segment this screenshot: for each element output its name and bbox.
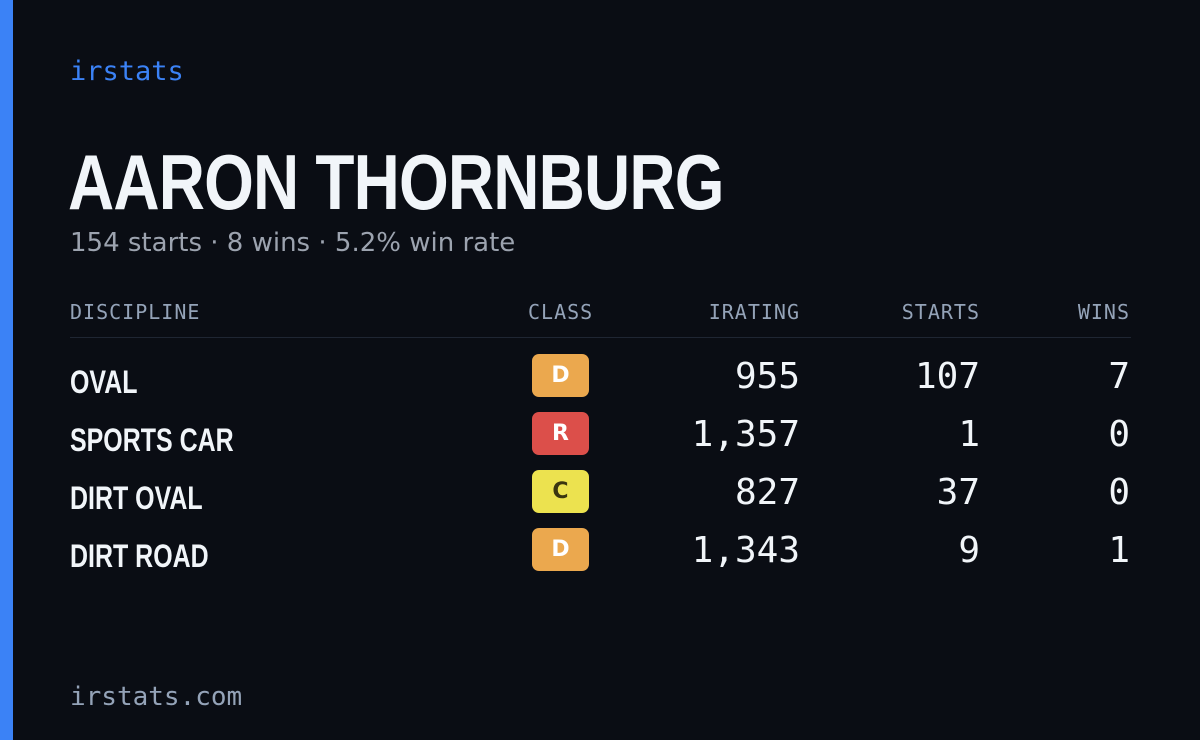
class-badge: D [532,528,589,571]
header-irating: IRATING [708,300,800,324]
accent-bar [0,0,13,740]
starts-value: 9 [958,530,980,571]
starts-value: 107 [914,356,980,397]
starts-value: 37 [936,472,980,513]
discipline-name: DIRT OVAL [70,480,203,516]
class-badge: R [532,412,589,455]
irating-value: 1,343 [691,530,800,571]
table-row: OVAL D 955 107 7 [70,354,1131,404]
brand-logo: irstats [70,56,184,87]
irating-value: 1,357 [691,414,800,455]
irating-value: 827 [734,472,800,513]
driver-summary: 154 starts · 8 wins · 5.2% win rate [70,228,516,258]
driver-name: AARON THORNBURG [68,138,725,226]
header-class: CLASS [528,300,594,324]
discipline-name: SPORTS CAR [70,422,234,458]
starts-value: 1 [958,414,980,455]
irating-value: 955 [734,356,800,397]
class-badge: C [532,470,589,513]
table-row: DIRT OVAL C 827 37 0 [70,470,1131,520]
discipline-name: DIRT ROAD [70,538,209,574]
header-discipline: DISCIPLINE [70,300,201,324]
header-wins: WINS [1077,300,1130,324]
wins-value: 1 [1108,530,1130,571]
class-badge: D [532,354,589,397]
table-row: SPORTS CAR R 1,357 1 0 [70,412,1131,462]
discipline-name: OVAL [70,364,138,400]
table-row: DIRT ROAD D 1,343 9 1 [70,528,1131,578]
footer-url[interactable]: irstats.com [70,682,243,712]
wins-value: 7 [1108,356,1130,397]
table-header: DISCIPLINE CLASS IRATING STARTS WINS [70,300,1131,338]
header-starts: STARTS [901,300,980,324]
wins-value: 0 [1108,472,1130,513]
wins-value: 0 [1108,414,1130,455]
